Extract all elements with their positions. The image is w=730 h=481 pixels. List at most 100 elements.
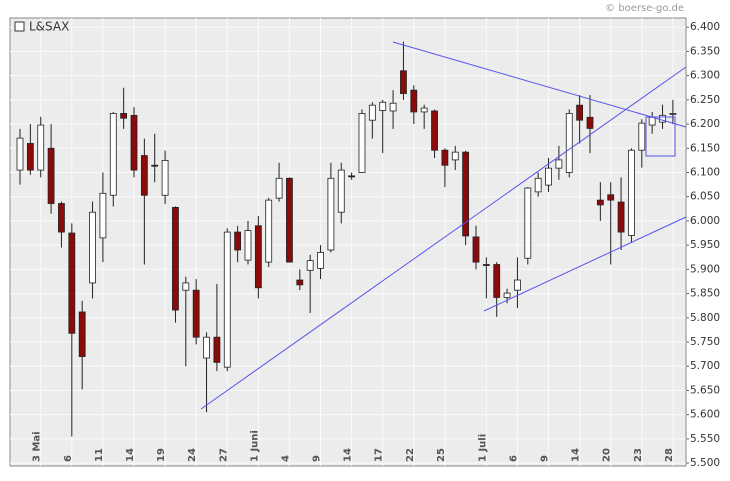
candle-body — [638, 122, 646, 151]
y-tick-label: 6.350 — [690, 45, 720, 57]
y-tick-label: 6.050 — [690, 191, 720, 203]
x-tick-label: 19 — [156, 448, 167, 462]
candle-body — [254, 225, 262, 289]
y-tick-label: 5.950 — [690, 239, 720, 251]
x-tick-label: 1 Juni — [249, 430, 260, 462]
x-tick-label: 4 — [280, 455, 291, 462]
candle-body — [37, 124, 45, 171]
x-tick-label: 6 — [63, 455, 74, 462]
candle-body — [223, 231, 231, 368]
trend-line — [392, 41, 687, 128]
candle-body — [244, 230, 252, 261]
candle-body — [172, 206, 179, 311]
y-tick-label: 6.300 — [690, 70, 720, 82]
candle-body — [545, 167, 552, 186]
x-tick-label: 11 — [94, 448, 105, 462]
x-tick-label: 17 — [374, 448, 385, 462]
candle-body — [669, 113, 677, 115]
candle-body — [78, 311, 86, 357]
candle-body — [493, 264, 501, 298]
candle-body — [472, 236, 480, 263]
candle-body — [503, 292, 511, 298]
y-tick-label: 5.500 — [690, 457, 720, 469]
candle-body — [234, 231, 242, 251]
candle-body — [120, 113, 128, 119]
candle-body — [89, 211, 96, 284]
y-tick-label: 5.750 — [690, 336, 720, 348]
x-tick-label: 14 — [343, 448, 354, 462]
candles — [16, 41, 677, 437]
x-tick-label: 14 — [125, 448, 136, 462]
candle-body — [431, 110, 438, 151]
candle-body — [617, 201, 625, 233]
candle-body — [130, 114, 138, 171]
y-tick-label: 5.650 — [690, 384, 720, 396]
x-tick-label: 6 — [508, 455, 519, 462]
x-tick-label: 24 — [187, 448, 198, 462]
candle-body — [327, 177, 335, 251]
y-tick-label: 6.150 — [690, 142, 720, 154]
candle-body — [514, 279, 521, 291]
candle-body — [482, 264, 490, 266]
candle-body — [441, 149, 449, 166]
candle-body — [151, 164, 159, 167]
candle-body — [192, 289, 200, 338]
candle-body — [534, 177, 542, 193]
candle-body — [659, 114, 666, 123]
candle-body — [576, 104, 584, 121]
y-tick-label: 6.250 — [690, 94, 720, 106]
x-tick-label: 25 — [436, 448, 447, 462]
x-tick-label: 22 — [405, 448, 416, 462]
y-tick-label: 5.850 — [690, 288, 720, 300]
candle-body — [389, 102, 397, 112]
x-tick-label: 14 — [571, 448, 582, 462]
candle-body — [648, 116, 656, 126]
y-tick-label: 6.000 — [690, 215, 720, 227]
y-tick-label: 5.800 — [690, 312, 720, 324]
candle-body — [265, 199, 273, 263]
candle-body — [451, 151, 459, 161]
y-tick-label: 5.700 — [690, 360, 720, 372]
candle-body — [286, 177, 293, 263]
plot-area — [9, 17, 687, 467]
candle-body — [140, 155, 148, 196]
x-tick-label: 23 — [633, 448, 644, 462]
candle-body — [524, 187, 532, 259]
y-tick-label: 6.200 — [690, 118, 720, 130]
candle-body — [379, 101, 387, 111]
x-tick-label: 1 Juli — [477, 434, 488, 462]
candle-body — [296, 279, 304, 286]
y-tick-label: 6.100 — [690, 166, 720, 178]
y-tick-label: 5.550 — [690, 433, 720, 445]
candle-body — [420, 107, 428, 113]
candle-body — [182, 282, 190, 291]
marker-box — [645, 116, 676, 157]
y-tick-label: 6.400 — [690, 21, 720, 33]
candle-body — [400, 70, 407, 94]
x-tick-label: 20 — [602, 448, 613, 462]
candle-body — [58, 203, 65, 233]
candle-body — [607, 194, 615, 201]
candle-body — [26, 143, 34, 171]
y-tick-label: 5.900 — [690, 263, 720, 275]
candle-body — [565, 113, 573, 173]
candle-body — [213, 336, 221, 363]
x-tick-label: 3 Mai — [32, 431, 43, 462]
x-tick-label: 28 — [664, 448, 675, 462]
candle-body — [555, 159, 563, 169]
candle-body — [161, 159, 169, 196]
candle-body — [337, 169, 345, 213]
candle-body — [203, 336, 210, 359]
x-tick-label: 9 — [312, 455, 323, 462]
chart-title: L&SAX — [29, 20, 69, 34]
candle-body — [368, 104, 376, 121]
candle-body — [99, 192, 107, 239]
y-tick-label: 5.600 — [690, 409, 720, 421]
trend-line — [200, 66, 687, 410]
trend-line — [483, 216, 687, 312]
x-tick-label: 27 — [218, 448, 229, 462]
grid — [10, 18, 686, 466]
candle-body — [47, 147, 55, 204]
candle-body — [410, 89, 418, 113]
